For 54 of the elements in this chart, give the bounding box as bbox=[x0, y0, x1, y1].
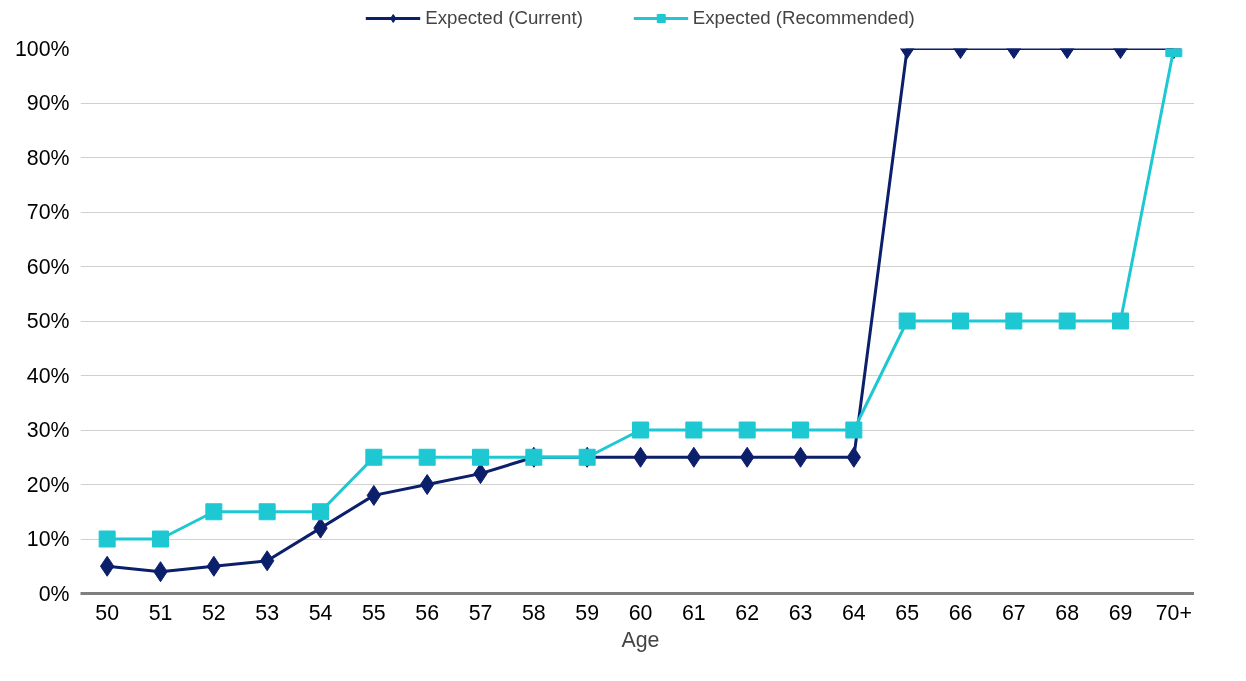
point bbox=[365, 448, 383, 466]
x-tick-label: 51 bbox=[148, 600, 173, 625]
y-tick-label: 60% bbox=[26, 254, 70, 279]
point bbox=[952, 312, 969, 330]
y-tick-label: 80% bbox=[26, 145, 70, 170]
x-tick-label: 70+ bbox=[1155, 600, 1192, 625]
point bbox=[632, 421, 649, 439]
y-tick-label: 70% bbox=[26, 200, 70, 224]
x-tick-label: 58 bbox=[521, 600, 546, 625]
y-tick-label: 10% bbox=[26, 527, 70, 551]
x-tick-label: 67 bbox=[1001, 600, 1026, 625]
point bbox=[418, 448, 436, 466]
legend-label: Expected (Recommended) bbox=[692, 7, 915, 29]
point bbox=[312, 503, 329, 521]
point bbox=[1058, 312, 1076, 330]
x-tick-label: 59 bbox=[575, 600, 600, 625]
point bbox=[1005, 312, 1023, 330]
x-tick-label: 53 bbox=[255, 600, 280, 625]
x-tick-label: 68 bbox=[1055, 600, 1080, 625]
y-tick-label: 20% bbox=[26, 472, 70, 497]
point bbox=[685, 421, 703, 439]
x-axis-title: Age bbox=[621, 627, 660, 652]
x-tick-label: 52 bbox=[201, 600, 226, 625]
x-tick-label: 63 bbox=[788, 600, 813, 625]
y-tick-label: 30% bbox=[26, 418, 70, 442]
y-tick-label: 40% bbox=[26, 363, 70, 388]
point bbox=[205, 503, 223, 521]
y-tick-label: 100% bbox=[14, 36, 70, 61]
x-tick-label: 56 bbox=[415, 600, 440, 625]
legend-label: Expected (Current) bbox=[425, 7, 583, 29]
point bbox=[738, 421, 756, 439]
x-tick-label: 50 bbox=[95, 600, 120, 625]
x-tick-label: 65 bbox=[895, 600, 920, 625]
point bbox=[1112, 312, 1129, 330]
x-tick-label: 64 bbox=[841, 600, 866, 625]
point bbox=[845, 421, 863, 439]
y-tick-label: 90% bbox=[26, 91, 70, 115]
x-tick-label: 60 bbox=[628, 600, 653, 625]
point bbox=[898, 312, 916, 330]
point bbox=[152, 530, 169, 548]
x-tick-label: 69 bbox=[1108, 600, 1133, 625]
x-tick-label: 61 bbox=[681, 600, 706, 625]
x-tick-label: 55 bbox=[361, 600, 386, 625]
point bbox=[98, 530, 116, 548]
y-tick-label: 0% bbox=[38, 581, 70, 606]
point bbox=[258, 503, 276, 521]
x-tick-label: 66 bbox=[948, 600, 973, 625]
x-tick-label: 62 bbox=[735, 600, 760, 625]
x-tick-label: 54 bbox=[308, 600, 333, 625]
x-tick-label: 57 bbox=[468, 600, 493, 625]
point bbox=[792, 421, 809, 439]
point bbox=[420, 474, 435, 495]
point bbox=[472, 448, 489, 466]
y-tick-label: 50% bbox=[26, 309, 70, 333]
